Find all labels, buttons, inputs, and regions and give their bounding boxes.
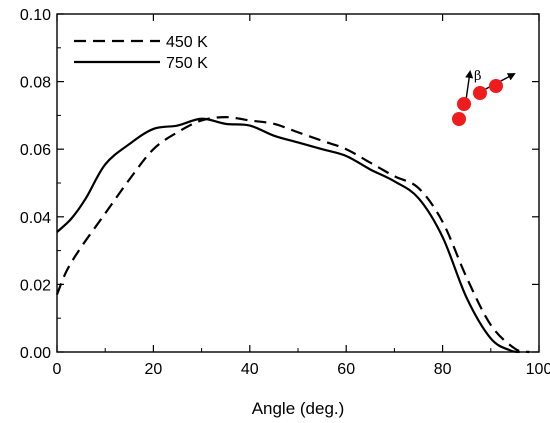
y-tick-label: 0.02 [20,277,51,294]
series-layer [55,115,530,354]
legend: 450 K 750 K [74,34,208,72]
y-tick-label: 0.04 [20,210,51,227]
y-axis: 0.00 0.02 0.04 0.06 0.08 0.10 [20,7,539,362]
inset-bond-arrow [465,70,474,101]
inset-molecule: β [452,69,516,126]
x-tick-label: 100 [526,361,550,378]
y-tick-label: 0.10 [20,7,51,24]
legend-label-750k: 750 K [166,55,208,72]
inset-atom-3 [473,86,487,100]
y-tick-label: 0.08 [20,75,51,92]
x-axis-title: Angle (deg.) [252,399,345,418]
x-tick-label: 40 [241,361,259,378]
plot-frame [56,13,540,353]
y-tick-label: 0.06 [20,142,51,159]
x-tick-label: 60 [337,361,355,378]
inset-atom-4 [489,79,503,93]
series-line-750k [56,117,520,354]
x-axis: 0 20 40 60 80 100 [53,14,550,378]
y-tick-label: 0.00 [20,345,51,362]
inset-atom-2 [457,97,471,111]
legend-label-450k: 450 K [166,34,208,51]
inset-beta-label: β [474,69,482,84]
series-line-450k [55,115,530,354]
x-tick-label: 0 [53,361,62,378]
x-tick-label: 80 [434,361,452,378]
x-tick-label: 20 [145,361,163,378]
inset-atom-1 [452,112,466,126]
